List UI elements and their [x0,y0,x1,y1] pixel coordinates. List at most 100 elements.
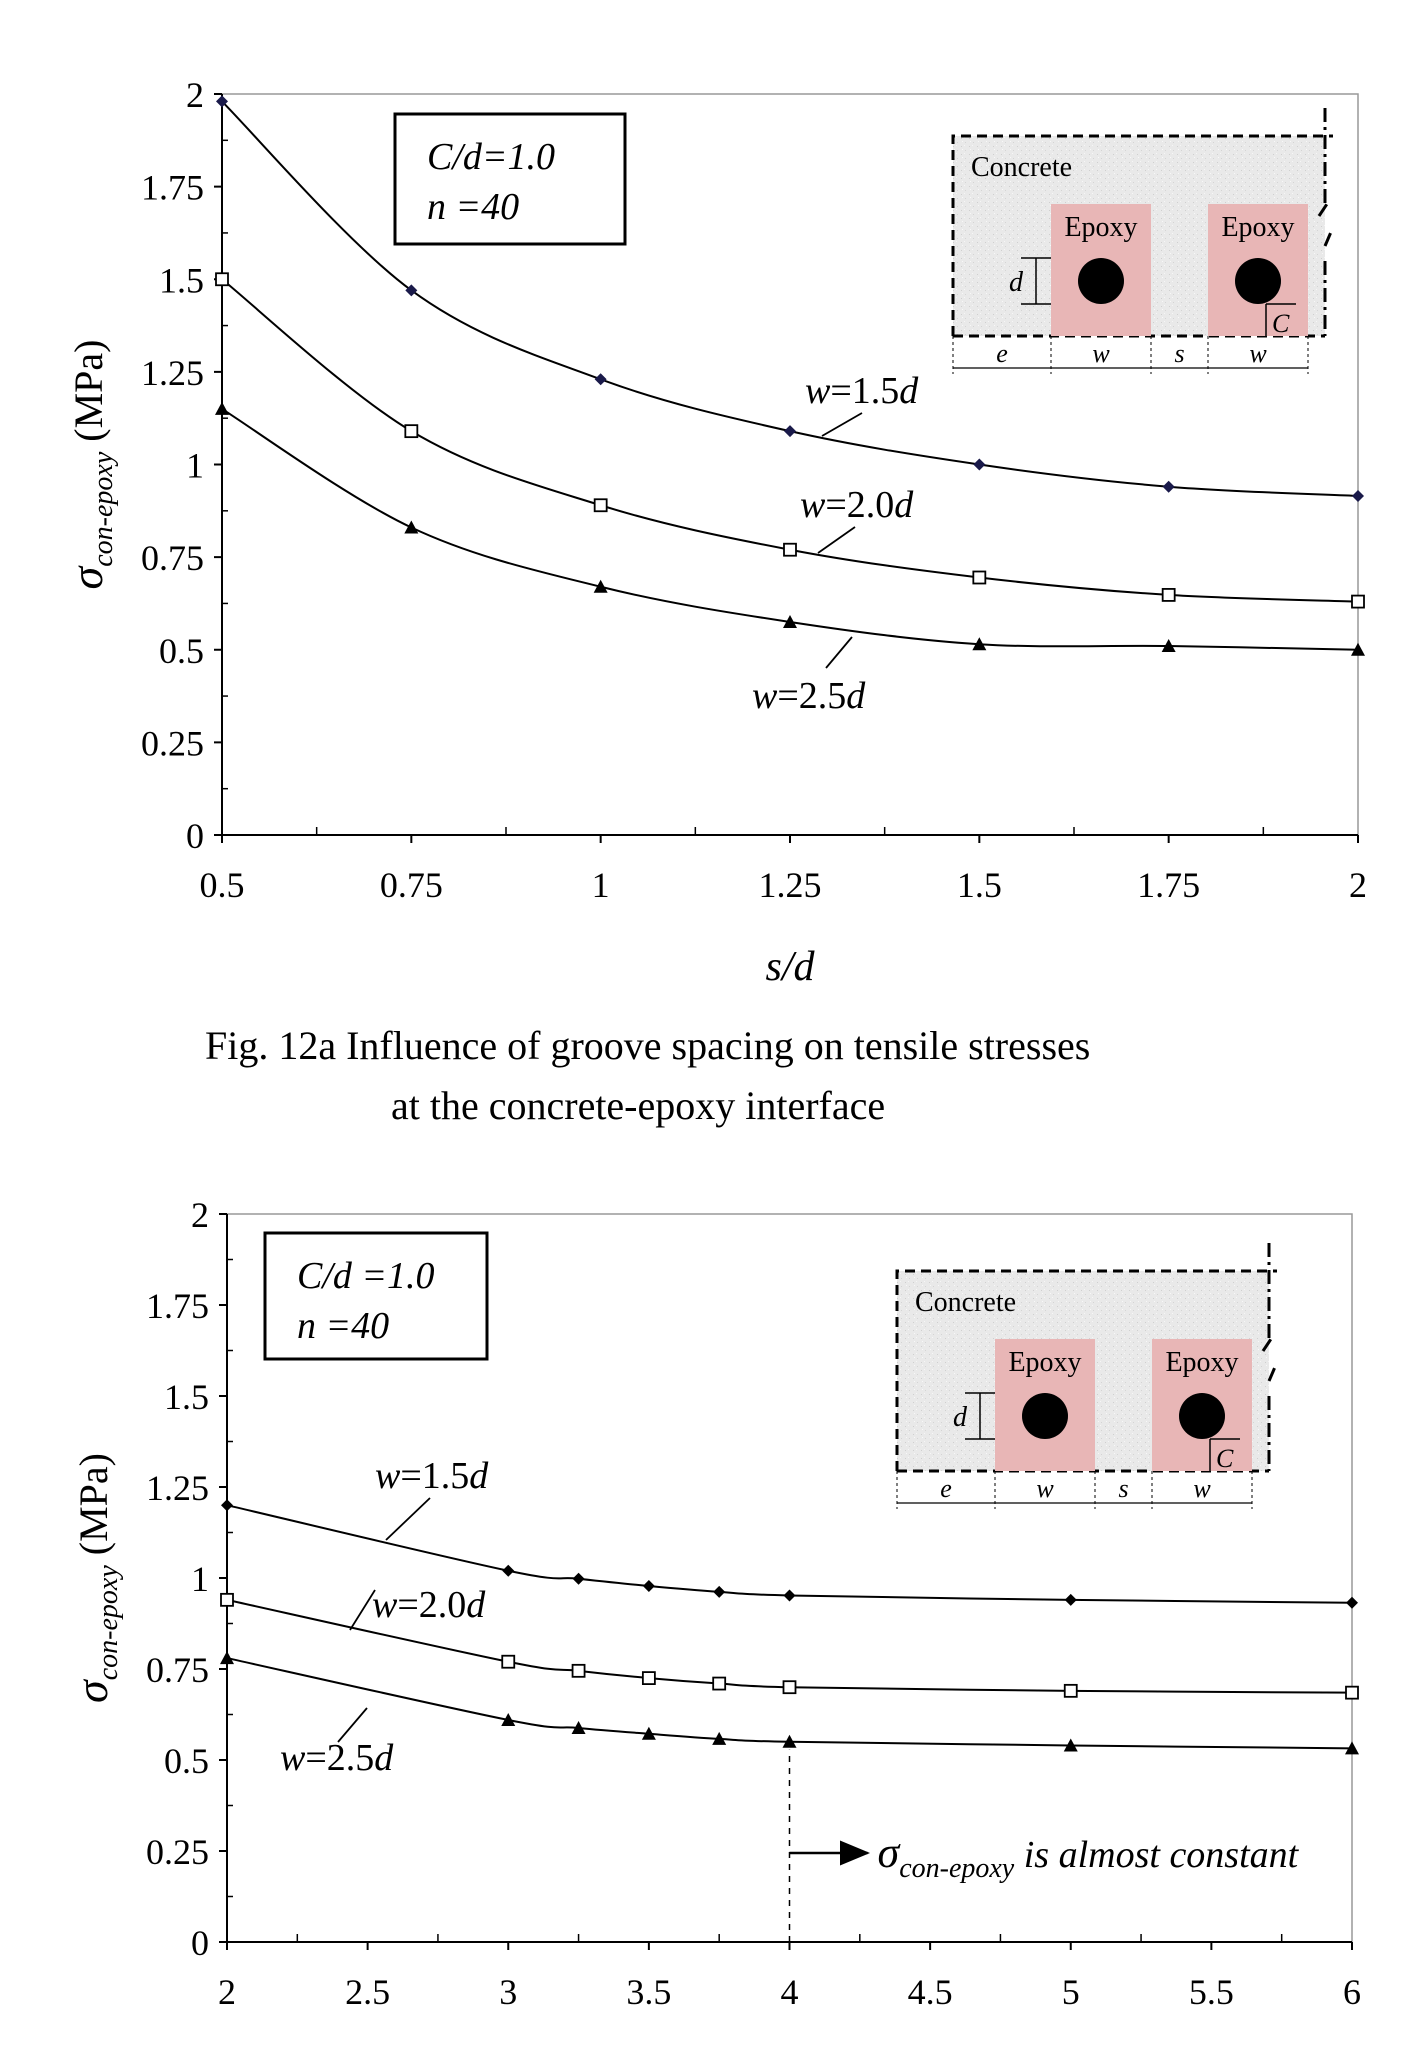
y-tick-label: 0.5 [159,631,204,671]
point-marker-triangle [501,1712,516,1726]
point-marker-square [641,1671,656,1685]
point-marker-triangle [782,1734,797,1748]
figure-caption-line1: Fig. 12a Influence of groove spacing on … [205,1023,1091,1068]
inset-dim-c [1265,303,1296,336]
series-line [226,1657,1353,1750]
series-leader-line [817,526,856,554]
inset-concrete-boundary [951,134,1333,336]
point-marker-diamond [783,1589,796,1602]
point-marker-triangle [1063,1738,1078,1752]
point-marker-square [404,424,419,439]
x-tick-label: 3.5 [626,1972,671,2012]
series-label: w=2.0d [800,484,914,526]
inset-break-line [1261,1243,1277,1471]
inset-label-epoxy: Epoxy [1221,212,1294,243]
point-marker-triangle [571,1720,586,1734]
series-label: w=2.5d [752,675,866,717]
inset-label-d: d [953,1402,968,1433]
y-tick-label: 0.25 [141,723,204,763]
y-tick-label: 0.5 [164,1741,209,1781]
parameter-box [263,1231,489,1361]
series-label: w=2.5d [280,1737,394,1779]
y-tick-label: 1.75 [141,168,204,208]
chart-groove-spacing-a: 0 0.25 0.5 0.75 1 1.25 1.5 1.75 2 0.5 0.75 1 1.25 1.5… [61,75,1367,990]
point-marker-diamond [221,1499,233,1512]
y-tick-label: 1.5 [164,1377,209,1417]
point-marker-square [215,272,229,287]
point-marker-square [1345,1685,1359,1700]
point-marker-diamond [216,95,228,108]
y-axis-label: σcon-epoxy (MPa) [66,1453,124,1703]
y-tick-label: 1 [186,446,204,486]
point-marker-diamond [642,1580,655,1593]
point-marker-diamond [1162,480,1175,493]
inset-rebar-bar [1078,258,1124,304]
inset-label-d: d [1009,267,1024,298]
series-w-2-5d: w=2.5d [220,1651,1359,1779]
point-marker-square [783,542,797,557]
inset-label-s: s [1174,339,1184,368]
annotation-text: σcon-epoxy is almost constant [878,1828,1300,1884]
x-tick-label: 0.5 [200,865,245,905]
inset-rebar-bar [1022,1393,1068,1439]
x-tick-label: 1.75 [1137,865,1200,905]
point-marker-diamond [572,1572,585,1585]
point-marker-triangle [641,1726,656,1740]
inset-label-concrete: Concrete [971,152,1072,183]
series-w-1-5d: w=1.5d [216,95,1364,502]
parameter-box-line: n =40 [427,186,519,228]
inset-label-e: e [940,1474,952,1503]
inset-label-epoxy: Epoxy [1165,1347,1238,1378]
x-tick-label: 5.5 [1189,1972,1234,2012]
y-tick-label: 2 [186,75,204,115]
inset-label-s: s [1118,1474,1128,1503]
x-tick-label: 3 [499,1972,517,2012]
series-w-2-5d: w=2.5d [215,401,1365,717]
inset-dim-d [1021,257,1051,305]
parameter-box-line: C/d=1.0 [427,136,555,178]
inset-break-line [1317,108,1333,336]
point-marker-triangle [783,614,797,628]
inset-label-concrete: Concrete [915,1287,1016,1318]
point-marker-square [972,570,987,585]
inset-label-epoxy: Epoxy [1064,212,1137,243]
point-marker-diamond [502,1564,515,1577]
point-marker-diamond [1352,489,1364,502]
point-marker-diamond [594,373,607,386]
series-label: w=1.5d [375,1455,489,1497]
x-tick-label: 1.25 [759,865,822,905]
y-tick-label: 0.75 [146,1650,209,1690]
series-w-2-0d: w=2.0d [215,272,1365,609]
x-tick-label: 2 [218,1972,236,2012]
point-marker-triangle [712,1731,727,1745]
series-w-2-0d: w=2.0d [220,1584,1359,1700]
series-w-1-5d: w=1.5d [221,1455,1358,1609]
inset-label-c: C [1272,309,1290,338]
inset-rebar-bar [1235,258,1281,304]
y-tick-label: 0.25 [146,1832,209,1872]
inset-label-w: w [1249,339,1267,368]
series-line [221,408,1359,651]
point-marker-square [220,1592,234,1607]
inset-label-c: C [1216,1444,1234,1473]
point-marker-diamond [973,458,986,471]
x-tick-label: 5 [1062,1972,1080,2012]
x-tick-label: 6 [1343,1972,1361,2012]
y-axis-label: σcon-epoxy (MPa) [61,340,119,590]
series-label: w=2.0d [372,1584,486,1626]
x-tick-label: 2 [1349,865,1367,905]
x-tick-label: 4.5 [908,1972,953,2012]
y-tick-label: 1.25 [146,1468,209,1508]
inset-label-w: w [1193,1474,1211,1503]
inset-concrete-boundary [895,1269,1277,1471]
point-marker-triangle [1161,639,1176,653]
inset-label-w: w [1036,1474,1054,1503]
y-tick-label: 0 [186,816,204,856]
point-marker-square [571,1663,586,1678]
point-marker-triangle [1345,1741,1359,1755]
y-tick-label: 1 [191,1559,209,1599]
chart-groove-spacing-b: 0 0.25 0.5 0.75 1 1.25 1.5 1.75 2 2 2.5 3 3.5 4 4.5 5 5.… [66,1195,1361,2012]
x-tick-label: 1.5 [957,865,1002,905]
inset-label-e: e [996,339,1008,368]
point-marker-diamond [1064,1593,1077,1606]
